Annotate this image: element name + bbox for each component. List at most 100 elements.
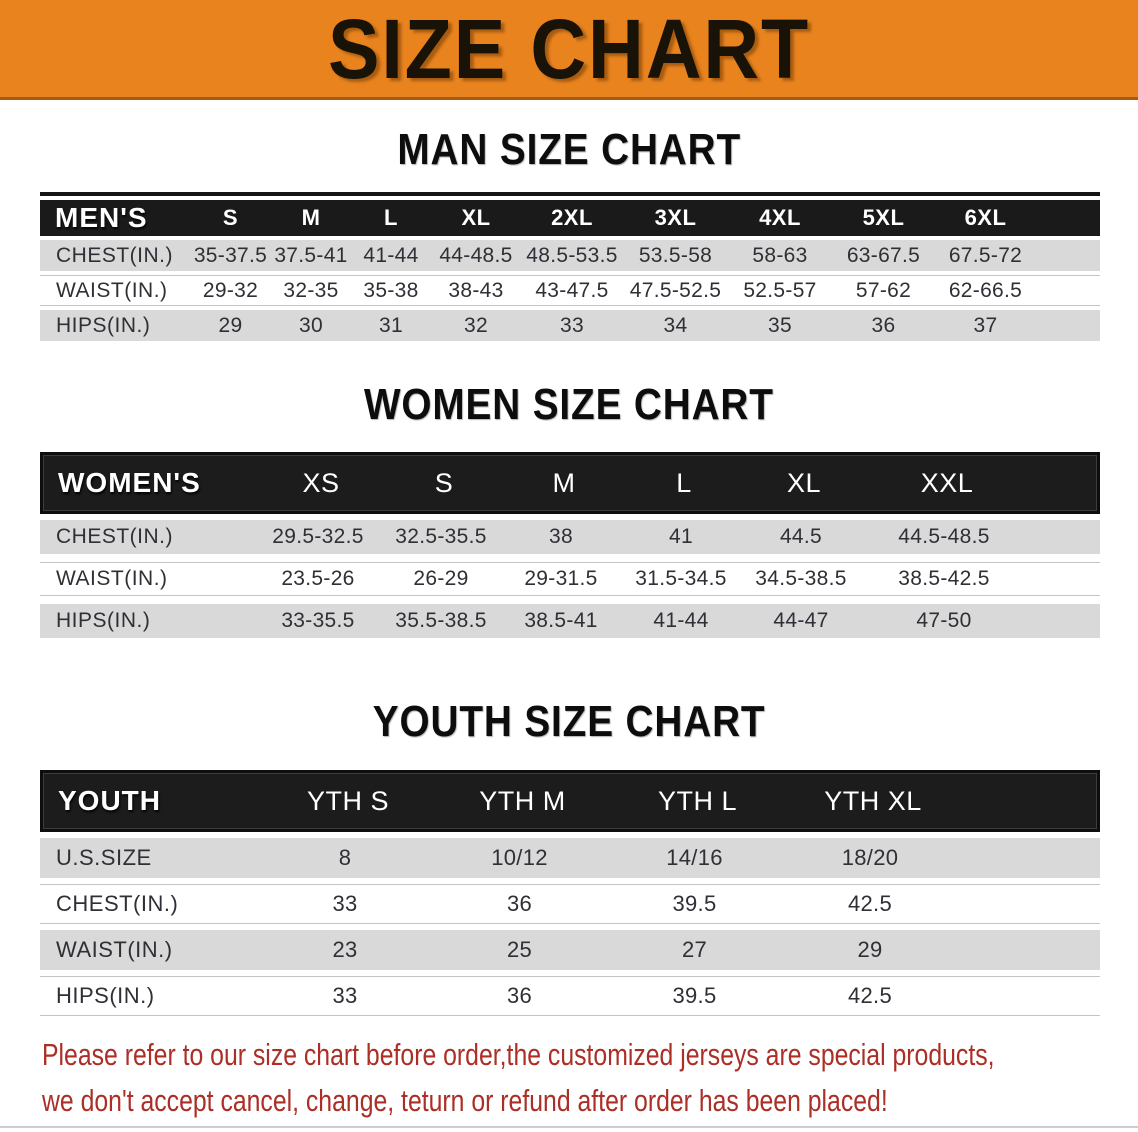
table-row: U.S.SIZE 8 10/12 14/16 18/20 [40, 838, 1100, 878]
table-row: HIPS(IN.) 33-35.5 35.5-38.5 38.5-41 41-44 44-… [40, 604, 1100, 638]
value-cell: 47-50 [916, 609, 972, 632]
size-header-row: YOUTH YTH S YTH M YTH L YTH XL [40, 770, 1100, 832]
size-column-header: YTH L [657, 785, 738, 816]
row-filler [958, 838, 1100, 878]
value-cell: 29-31.5 [524, 567, 598, 590]
disclaimer-text: Please refer to our size chart before or… [0, 1032, 1138, 1124]
table-row: CHEST(IN.) 33 36 39.5 42.5 [40, 884, 1100, 924]
value-cell: 33 [332, 891, 358, 916]
size-column-header: XS [302, 467, 340, 498]
table-row: WAIST(IN.) 23.5-26 26-29 29-31.5 31.5-34.5 34… [40, 562, 1100, 596]
value-cell: 37 [973, 313, 998, 337]
value-cell: 42.5 [847, 891, 893, 916]
value-cell: 41-44 [363, 243, 419, 267]
value-cell: 35 [768, 313, 792, 337]
row-filler [1027, 520, 1100, 554]
value-cell: 23 [332, 937, 358, 962]
value-cell: 33-35.5 [281, 609, 355, 632]
value-cell: 63-67.5 [846, 243, 921, 267]
row-filler [958, 977, 1100, 1015]
table-row: HIPS(IN.) 33 36 39.5 42.5 [40, 976, 1100, 1016]
header-filler [1036, 200, 1100, 236]
table-top-border [40, 192, 1100, 196]
value-cell: 39.5 [672, 983, 717, 1008]
size-column-header: YTH M [479, 785, 566, 816]
women-size-chart-heading: WOMEN SIZE CHART [364, 380, 774, 429]
row-label: U.S.SIZE [56, 845, 152, 870]
table-row: CHEST(IN.) 35-37.5 37.5-41 41-44 44-48.5 48.5… [40, 240, 1100, 271]
value-cell: 10/12 [491, 845, 548, 870]
table-label: MEN'S [55, 202, 148, 233]
size-column-header: XL [786, 467, 822, 498]
disclaimer-line-1: Please refer to our size chart before or… [42, 1037, 995, 1072]
row-filler [1027, 563, 1100, 595]
value-cell: 38-43 [448, 278, 504, 302]
value-cell: 44-48.5 [439, 243, 513, 267]
value-cell: 37.5-41 [274, 243, 348, 267]
value-cell: 31.5-34.5 [635, 567, 727, 590]
table-row: WAIST(IN.) 23 25 27 29 [40, 930, 1100, 970]
value-cell: 62-66.5 [948, 278, 1023, 302]
table-row: HIPS(IN.) 29 30 31 32 33 34 35 36 37 [40, 310, 1100, 341]
value-cell: 33 [560, 313, 584, 337]
header-filler [1030, 455, 1097, 511]
row-label: WAIST(IN.) [56, 937, 173, 962]
value-cell: 44-47 [773, 609, 829, 632]
row-label: WAIST(IN.) [56, 278, 168, 302]
value-cell: 41-44 [653, 609, 709, 632]
size-column-header: S [222, 205, 239, 230]
value-cell: 44.5-48.5 [898, 525, 990, 548]
value-cell: 34 [663, 313, 688, 337]
banner-title: SIZE CHART [327, 1, 811, 96]
value-cell: 38.5-42.5 [898, 567, 990, 590]
value-cell: 44.5 [779, 525, 823, 548]
size-header-row: MEN'S S M L XL 2XL 3XL 4XL 5XL 6XL [40, 200, 1100, 236]
row-label: HIPS(IN.) [56, 313, 151, 337]
value-cell: 52.5-57 [743, 278, 817, 302]
row-label: CHEST(IN.) [56, 891, 179, 916]
size-column-header: M [552, 467, 576, 498]
value-cell: 43-47.5 [535, 278, 609, 302]
youth-size-chart-heading: YOUTH SIZE CHART [372, 697, 766, 746]
value-cell: 47.5-52.5 [629, 278, 722, 302]
value-cell: 38.5-41 [524, 609, 598, 632]
value-cell: 29.5-32.5 [272, 525, 364, 548]
row-label: WAIST(IN.) [56, 567, 168, 590]
value-cell: 35-38 [363, 278, 419, 302]
row-label: HIPS(IN.) [56, 609, 151, 632]
value-cell: 57-62 [855, 278, 912, 302]
size-column-header: 4XL [759, 205, 801, 230]
value-cell: 32-35 [283, 278, 339, 302]
size-column-header: XXL [920, 467, 974, 498]
value-cell: 29 [857, 937, 883, 962]
value-cell: 41 [669, 525, 693, 548]
value-cell: 33 [332, 983, 358, 1008]
value-cell: 67.5-72 [948, 243, 1023, 267]
value-cell: 30 [299, 313, 323, 337]
value-cell: 35-37.5 [193, 243, 268, 267]
value-cell: 39.5 [672, 891, 717, 916]
row-filler [1036, 276, 1100, 305]
value-cell: 36 [506, 983, 533, 1008]
value-cell: 14/16 [666, 845, 723, 870]
row-filler [958, 885, 1100, 923]
value-cell: 31 [379, 313, 403, 337]
table-label: WOMEN'S [58, 467, 201, 498]
size-column-header: 3XL [654, 205, 697, 230]
value-cell: 35.5-38.5 [395, 609, 487, 632]
value-cell: 29 [218, 313, 243, 337]
row-label: CHEST(IN.) [56, 243, 173, 267]
size-chart-banner: SIZE CHART [0, 0, 1138, 100]
value-cell: 27 [681, 937, 708, 962]
value-cell: 36 [871, 313, 896, 337]
row-filler [1027, 604, 1100, 638]
size-column-header: XL [461, 205, 491, 230]
table-label: YOUTH [58, 785, 161, 816]
value-cell: 18/20 [841, 845, 899, 870]
table-row: CHEST(IN.) 29.5-32.5 32.5-35.5 38 41 44.5 44.5… [40, 520, 1100, 554]
row-filler [1036, 310, 1100, 341]
value-cell: 48.5-53.5 [526, 243, 618, 267]
row-label: HIPS(IN.) [56, 983, 155, 1008]
value-cell: 58-63 [752, 243, 808, 267]
